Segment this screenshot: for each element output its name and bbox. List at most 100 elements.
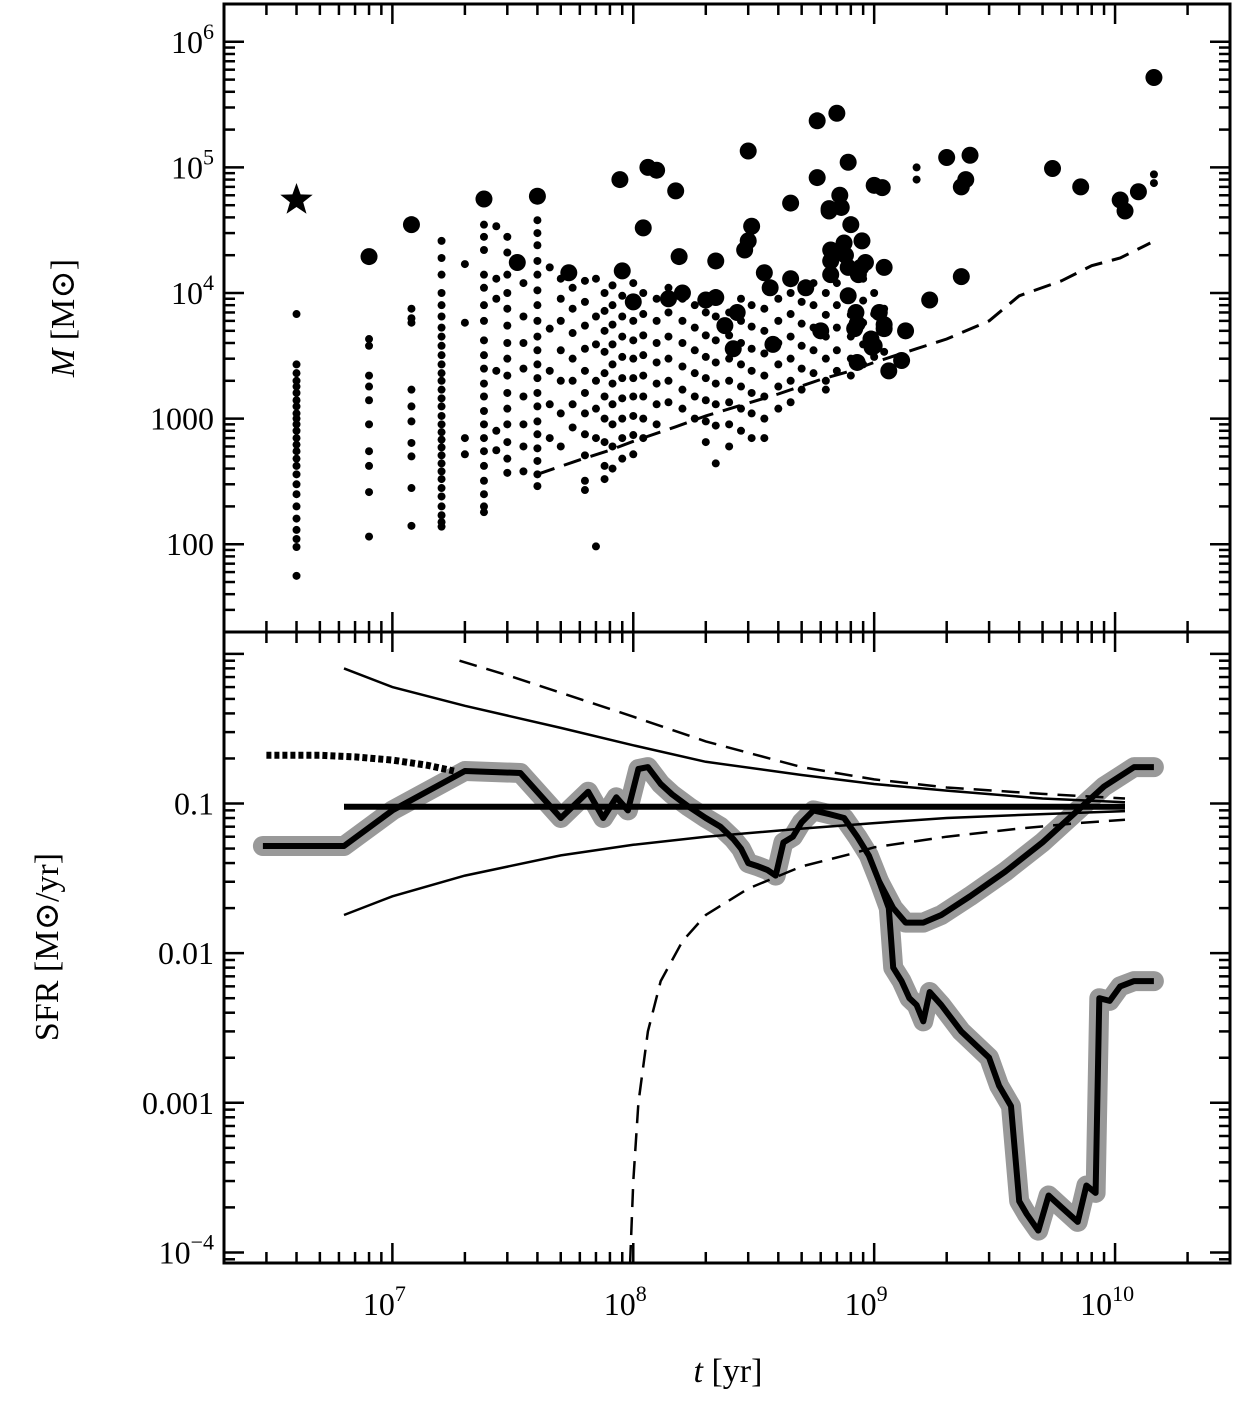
cluster-point-small bbox=[533, 332, 542, 341]
cluster-point-small bbox=[639, 310, 648, 319]
cluster-point-small bbox=[292, 461, 301, 470]
cluster-point-small bbox=[821, 376, 830, 385]
cluster-point-small bbox=[832, 366, 841, 375]
cluster-point-small bbox=[437, 428, 446, 437]
cluster-point-small bbox=[556, 294, 565, 303]
sfr-dotted-line bbox=[266, 751, 455, 775]
cluster-point-large bbox=[724, 340, 742, 358]
cluster-point-large bbox=[624, 293, 642, 311]
cluster-point-small bbox=[292, 454, 301, 463]
cluster-point-small bbox=[437, 443, 446, 452]
cluster-point-small bbox=[292, 376, 301, 385]
cluster-point-large bbox=[670, 248, 688, 266]
cluster-point-small bbox=[711, 358, 720, 367]
cluster-point-small bbox=[591, 340, 600, 349]
cluster-point-small bbox=[292, 543, 301, 552]
cluster-point-small bbox=[492, 222, 501, 231]
cluster-point-small bbox=[809, 369, 818, 378]
cluster-point-large bbox=[875, 320, 893, 338]
x-tick-label: 1010 bbox=[1080, 1281, 1134, 1322]
cluster-point-small bbox=[479, 461, 488, 470]
cluster-point-small bbox=[292, 514, 301, 523]
cluster-point-small bbox=[533, 402, 542, 411]
cluster-point-small bbox=[407, 438, 416, 447]
cluster-point-large bbox=[1116, 202, 1134, 220]
cluster-point-small bbox=[479, 283, 488, 292]
cluster-point-small bbox=[747, 388, 756, 397]
cluster-point-large bbox=[782, 270, 800, 288]
cluster-point-large bbox=[797, 279, 815, 297]
cluster-point-small bbox=[639, 434, 648, 443]
sfr-y-tick-label: 10−4 bbox=[159, 1229, 214, 1270]
cluster-point-small bbox=[292, 388, 301, 397]
cluster-point-large bbox=[764, 335, 782, 353]
cluster-point-small bbox=[556, 409, 565, 418]
cluster-point-large bbox=[360, 248, 378, 266]
cluster-point-small bbox=[568, 283, 577, 292]
cluster-point-small bbox=[821, 310, 830, 319]
cluster-point-small bbox=[678, 404, 687, 413]
cluster-point-small bbox=[568, 304, 577, 313]
cluster-point-small bbox=[639, 414, 648, 423]
cluster-point-large bbox=[707, 252, 725, 270]
cluster-point-small bbox=[580, 366, 589, 375]
cluster-point-small bbox=[678, 362, 687, 371]
cluster-point-small bbox=[608, 464, 617, 473]
cluster-point-small bbox=[747, 322, 756, 331]
cluster-point-small bbox=[479, 351, 488, 360]
cluster-point-small bbox=[912, 163, 921, 172]
mass-y-tick-label: 106 bbox=[171, 19, 214, 60]
cluster-point-large bbox=[839, 287, 857, 305]
cluster-point-small bbox=[846, 371, 855, 380]
cluster-point-small bbox=[533, 270, 542, 279]
cluster-point-small bbox=[365, 371, 374, 380]
cluster-point-small bbox=[545, 434, 554, 443]
cluster-point-small bbox=[519, 279, 528, 288]
cluster-point-small bbox=[437, 522, 446, 531]
cluster-point-large bbox=[707, 289, 725, 307]
cluster-point-large bbox=[648, 161, 666, 179]
cluster-point-small bbox=[821, 354, 830, 363]
cluster-point-small bbox=[690, 323, 699, 332]
cluster-point-small bbox=[821, 289, 830, 298]
cluster-point-small bbox=[437, 236, 446, 245]
cluster-point-small bbox=[786, 289, 795, 298]
cluster-point-large bbox=[739, 232, 757, 250]
cluster-point-small bbox=[786, 376, 795, 385]
cluster-point-large bbox=[560, 264, 578, 282]
cluster-point-small bbox=[786, 310, 795, 319]
cluster-point-large bbox=[880, 362, 898, 380]
cluster-point-small bbox=[859, 296, 868, 305]
cluster-point-small bbox=[580, 476, 589, 485]
cluster-point-small bbox=[519, 392, 528, 401]
cluster-point-small bbox=[608, 420, 617, 429]
cluster-point-small bbox=[437, 502, 446, 511]
cluster-point-small bbox=[437, 312, 446, 321]
cluster-point-small bbox=[545, 400, 554, 409]
cluster-point-large bbox=[761, 279, 779, 297]
cluster-point-large bbox=[893, 352, 911, 370]
cluster-point-large bbox=[832, 198, 850, 216]
cluster-point-small bbox=[503, 468, 512, 477]
cluster-point-small bbox=[503, 232, 512, 241]
cluster-point-large bbox=[716, 317, 734, 335]
cluster-point-small bbox=[760, 349, 769, 358]
cluster-point-small bbox=[736, 426, 745, 435]
cluster-point-small bbox=[629, 316, 638, 325]
cluster-point-small bbox=[760, 326, 769, 335]
cluster-point-small bbox=[545, 263, 554, 272]
cluster-point-small bbox=[437, 484, 446, 493]
cluster-point-small bbox=[608, 320, 617, 329]
cluster-point-small bbox=[492, 366, 501, 375]
cluster-point-small bbox=[786, 332, 795, 341]
cluster-point-small bbox=[533, 470, 542, 479]
cluster-point-small bbox=[580, 486, 589, 495]
cluster-point-small bbox=[639, 371, 648, 380]
cluster-point-small bbox=[292, 382, 301, 391]
cluster-point-small bbox=[292, 402, 301, 411]
cluster-point-small bbox=[664, 376, 673, 385]
cluster-point-small bbox=[292, 396, 301, 405]
cluster-point-small bbox=[760, 392, 769, 401]
cluster-point-small bbox=[365, 488, 374, 497]
cluster-point-small bbox=[292, 434, 301, 443]
